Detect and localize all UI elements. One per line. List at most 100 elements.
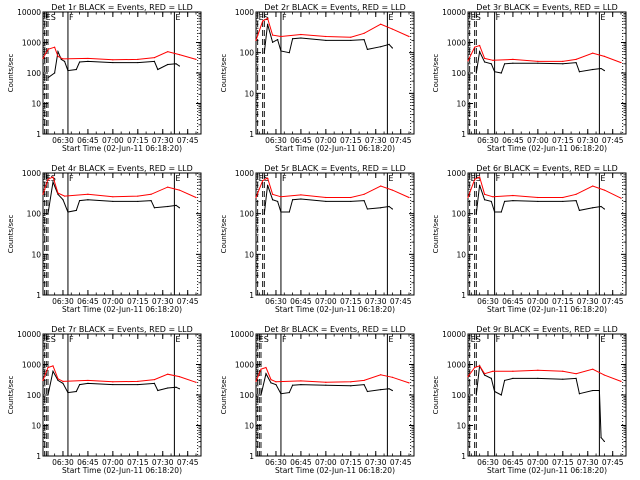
series-point [272,193,274,195]
series-point [388,43,390,45]
series-point [153,382,156,385]
series-point [578,393,581,395]
series-point [153,378,156,381]
series-point [52,181,54,183]
series-line [467,176,622,199]
series-line [467,365,622,382]
series-point [479,365,481,367]
event-marker-label: E [600,335,605,344]
series-line [467,44,622,64]
x-tick-label: 07:00 [102,136,124,145]
series-point [87,379,89,382]
event-marker-label: E [175,174,180,183]
series-point [479,184,481,186]
series-point [575,58,577,60]
series-point [366,390,369,393]
series-point [391,208,393,210]
series-point [272,199,274,201]
series-point [267,184,269,186]
series-point [391,47,393,49]
y-axis-label: Counts/sec [220,376,228,415]
series-point [267,17,269,19]
series-point [363,379,365,382]
chart-panel-4: Det 4r BLACK = Events, RED = LLD 1 10 100 10… [7,164,202,314]
y-tick-label: 100 [27,69,42,78]
series-point [474,46,476,48]
y-tick-label: 10 [456,250,466,259]
x-tick-label: 07:15 [340,136,362,145]
series-point [300,37,302,39]
chart-panel-1: Det 1r BLACK = Events, RED = LLD 1 10 100 10… [7,3,202,153]
y-tick-label: 1 [249,130,254,139]
series-point [265,366,267,369]
series-point [562,370,564,372]
event-marker-label: ES [46,335,56,344]
series-point [157,389,159,392]
series-point [291,384,294,386]
y-tick-label: 10 [244,422,254,431]
series-point [57,51,59,53]
series-point [492,370,494,372]
series-point [167,205,169,208]
x-tick-label: 06:45 [290,458,312,467]
series-point [325,381,327,383]
series-point [620,61,622,64]
series-point [350,39,352,42]
series-point [492,59,494,61]
series-point [325,35,327,38]
series-point [512,58,514,60]
series-point [537,196,539,199]
series-point [153,60,156,63]
series-point [263,213,265,215]
x-tick-label: 07:15 [340,297,362,306]
series-point [78,61,81,63]
event-marker-label: F [69,13,74,22]
series-point [178,376,180,378]
series-point [167,63,169,66]
chart-title: Det 1r BLACK = Events, RED = LLD [51,3,193,12]
x-tick-label: 07:45 [390,458,412,467]
x-tick-label: 07:15 [552,136,574,145]
series-point [300,33,302,36]
x-tick-label: 07:00 [102,458,124,467]
y-tick-label: 1 [461,130,466,139]
event-marker-label: ES [471,335,481,344]
plot-frame [467,172,627,296]
x-tick-label: 07:30 [577,136,599,145]
series-point [52,370,54,372]
series-point [492,196,494,198]
event-marker-label: E [175,13,180,22]
series-point [62,380,64,382]
x-tick-label: 07:00 [527,458,549,467]
series-point [388,205,390,208]
series-point [380,185,382,187]
event-marker-label: ES [259,13,269,22]
series-point [64,195,66,197]
series-point [153,56,156,59]
x-axis-label: Start Time (02-Jun-11 06:18:20) [487,305,607,314]
x-tick-label: 07:45 [390,297,412,306]
event-marker-label: ES [259,335,269,344]
series-point [62,199,64,201]
series-point [270,378,272,381]
series-line [42,176,197,198]
series-point [490,200,492,203]
series-point [57,55,59,58]
series-point [280,196,282,198]
series-point [255,39,257,42]
series-point [512,377,514,380]
series-point [67,391,69,394]
series-point [380,23,382,25]
x-tick-label: 07:45 [602,297,624,306]
event-marker-label: E [175,335,180,344]
x-tick-label: 06:30 [265,458,287,467]
series-point [267,23,269,25]
series-point [78,383,81,386]
series-point [366,48,369,51]
x-tick-label: 06:45 [502,458,524,467]
chart-title: Det 5r BLACK = Events, RED = LLD [264,164,406,173]
series-point [592,207,594,209]
series-point [391,376,393,378]
x-tick-label: 06:45 [77,136,99,145]
series-point [467,196,469,199]
